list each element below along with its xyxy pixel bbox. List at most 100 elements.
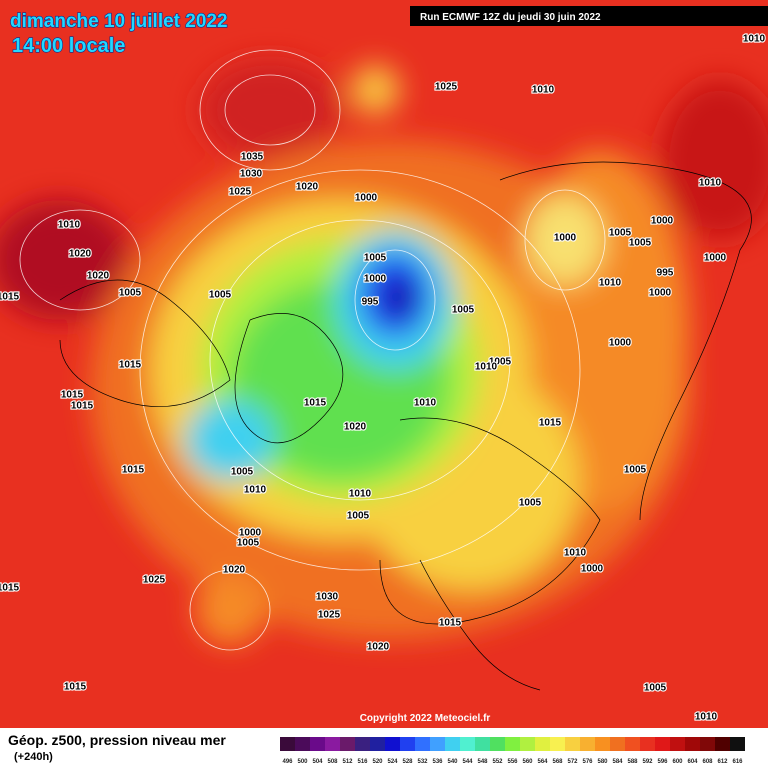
legend-label: 512 bbox=[342, 759, 353, 765]
legend-label: 568 bbox=[552, 759, 563, 765]
isobar-label: 1020 bbox=[87, 271, 110, 282]
legend-swatch bbox=[655, 737, 670, 751]
isobar-label: 1010 bbox=[695, 712, 718, 723]
legend-label: 544 bbox=[462, 759, 473, 765]
legend-swatch bbox=[505, 737, 520, 751]
isobar-label: 1025 bbox=[435, 82, 458, 93]
legend-label: 524 bbox=[387, 759, 398, 765]
legend-swatch bbox=[580, 737, 595, 751]
isobar-label: 1035 bbox=[241, 152, 264, 163]
legend-swatch bbox=[325, 737, 340, 751]
isobar-label: 1005 bbox=[452, 305, 475, 316]
legend-swatch bbox=[490, 737, 505, 751]
legend-swatch bbox=[445, 737, 460, 751]
isobar-label: 1020 bbox=[367, 642, 390, 653]
legend-label: 548 bbox=[477, 759, 488, 765]
legend-label: 596 bbox=[657, 759, 668, 765]
legend-swatch bbox=[430, 737, 445, 751]
legend-label: 520 bbox=[372, 759, 383, 765]
legend-swatch bbox=[550, 737, 565, 751]
isobar-label: 1020 bbox=[69, 249, 92, 260]
isobar-label: 1025 bbox=[318, 610, 341, 621]
isobar-label: 1015 bbox=[0, 292, 20, 303]
legend-swatch bbox=[670, 737, 685, 751]
isobar-label: 1015 bbox=[0, 583, 20, 594]
legend-label: 500 bbox=[297, 759, 308, 765]
legend-label: 560 bbox=[522, 759, 533, 765]
map bbox=[0, 0, 768, 728]
isobar-label: 1015 bbox=[122, 465, 145, 476]
isobar-label: 1005 bbox=[489, 357, 512, 368]
legend-swatch bbox=[280, 737, 295, 751]
footer-lead: (+240h) bbox=[14, 751, 53, 763]
legend-swatch bbox=[625, 737, 640, 751]
legend-swatch bbox=[700, 737, 715, 751]
isobar-label: 1015 bbox=[119, 360, 142, 371]
isobar-label: 1005 bbox=[644, 683, 667, 694]
legend-swatch bbox=[565, 737, 580, 751]
isobar-label: 1000 bbox=[649, 288, 672, 299]
legend-label: 516 bbox=[357, 759, 368, 765]
isobar-label: 1010 bbox=[743, 34, 766, 45]
isobar-label: 1000 bbox=[609, 338, 632, 349]
isobar-label: 1005 bbox=[624, 465, 647, 476]
legend-label: 496 bbox=[282, 759, 293, 765]
legend-swatch bbox=[310, 737, 325, 751]
run-box bbox=[410, 6, 768, 26]
isobar-label: 1005 bbox=[609, 228, 632, 239]
isobar-label: 1000 bbox=[704, 253, 727, 264]
isobar-label: 1010 bbox=[58, 220, 81, 231]
legend-label: 564 bbox=[537, 759, 548, 765]
isobar-label: 1030 bbox=[316, 592, 339, 603]
isobar-label: 1030 bbox=[240, 169, 263, 180]
legend-label: 508 bbox=[327, 759, 338, 765]
isobar-label: 995 bbox=[362, 297, 379, 308]
legend-label: 532 bbox=[417, 759, 428, 765]
isobar-label: 1020 bbox=[296, 182, 319, 193]
isobar-label: 1010 bbox=[564, 548, 587, 559]
isobar-labels: 1025 1010 1010 1035 1030 1025 1020 1000 1010 1020… bbox=[0, 33, 767, 724]
isobar-label: 1025 bbox=[143, 575, 166, 586]
isobar-label: 1000 bbox=[364, 274, 387, 285]
isobar-label: 1005 bbox=[629, 238, 652, 249]
isobar-label: 1020 bbox=[344, 422, 367, 433]
legend-swatch bbox=[595, 737, 610, 751]
isobar-label: 1005 bbox=[519, 498, 542, 509]
legend-swatch bbox=[685, 737, 700, 751]
isobar-label: 1010 bbox=[599, 278, 622, 289]
isobar-label: 1020 bbox=[223, 565, 246, 576]
legend-swatch bbox=[715, 737, 730, 751]
legend-label: 552 bbox=[492, 759, 503, 765]
legend-label: 612 bbox=[717, 759, 728, 765]
isobar-label: 995 bbox=[657, 268, 674, 279]
isobar-label: 1005 bbox=[231, 467, 254, 478]
legend-swatch bbox=[535, 737, 550, 751]
footer-title: Géop. z500, pression niveau mer bbox=[8, 732, 226, 748]
legend-label: 600 bbox=[672, 759, 683, 765]
map-time: 14:00 locale bbox=[12, 35, 125, 57]
isobar-label: 1010 bbox=[699, 178, 722, 189]
isobar-label: 1000 bbox=[355, 193, 378, 204]
legend-label: 604 bbox=[687, 759, 698, 765]
legend-swatch bbox=[730, 737, 745, 751]
isobar-label: 1010 bbox=[349, 489, 372, 500]
legend-swatch bbox=[340, 737, 355, 751]
isobar-label: 1000 bbox=[651, 216, 674, 227]
isobar-label: 1015 bbox=[539, 418, 562, 429]
isobar-label: 1000 bbox=[239, 528, 262, 539]
legend-swatch bbox=[460, 737, 475, 751]
legend-swatch bbox=[400, 737, 415, 751]
isobar-label: 1005 bbox=[237, 538, 260, 549]
legend-label: 608 bbox=[702, 759, 713, 765]
copyright: Copyright 2022 Meteociel.fr bbox=[360, 713, 491, 724]
legend-label: 588 bbox=[627, 759, 638, 765]
legend-label: 616 bbox=[732, 759, 743, 765]
legend-label: 592 bbox=[642, 759, 653, 765]
legend-swatch bbox=[295, 737, 310, 751]
isobar-label: 1015 bbox=[61, 390, 84, 401]
isobar-label: 1005 bbox=[119, 288, 142, 299]
legend-label: 556 bbox=[507, 759, 518, 765]
isobar-label: 1010 bbox=[244, 485, 267, 496]
